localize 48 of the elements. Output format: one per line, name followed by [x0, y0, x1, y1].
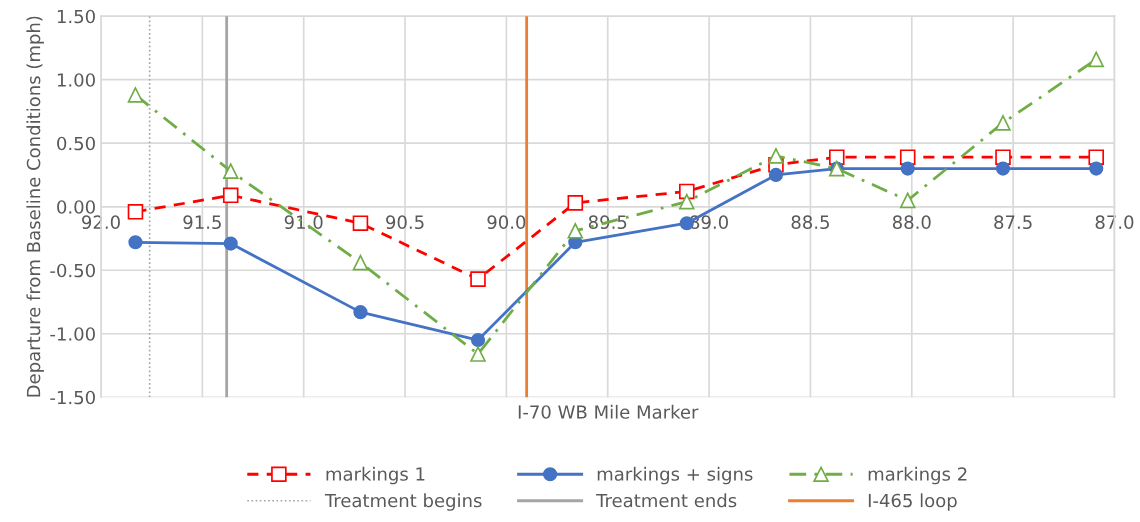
- point: [679, 193, 695, 210]
- point: [768, 167, 784, 183]
- x-tick-label: 91.0: [284, 215, 323, 230]
- x-tick-label: 90.5: [386, 215, 424, 230]
- legend-label: markings + signs: [597, 466, 753, 485]
- legend-label: Treatment ends: [596, 493, 737, 508]
- y-tick-label: 1.50: [57, 9, 95, 24]
- x-tick-label: 88.5: [791, 215, 829, 230]
- y-tick-label: 0.50: [57, 136, 95, 151]
- x-tick-label: 92.0: [82, 215, 120, 230]
- legend-label: Treatment begins: [324, 493, 482, 511]
- y-tick-label: -1.00: [50, 327, 95, 341]
- point: [995, 115, 1011, 131]
- point: [1088, 51, 1105, 68]
- point: [353, 305, 368, 320]
- y-tick-label: -0.50: [50, 263, 95, 278]
- point: [470, 271, 486, 287]
- point: [223, 236, 238, 251]
- point: [128, 235, 143, 250]
- point: [352, 254, 369, 271]
- point: [222, 187, 239, 204]
- point: [679, 183, 695, 200]
- point: [470, 346, 486, 362]
- point: [222, 163, 239, 179]
- point: [900, 161, 915, 176]
- point: [127, 87, 144, 103]
- y-tick-label: -1.50: [50, 390, 95, 405]
- point: [470, 332, 486, 348]
- legend-label: I-465 loop: [868, 493, 957, 511]
- x-tick-label: 91.5: [183, 215, 221, 230]
- legend-label: markings 1: [326, 466, 425, 485]
- x-tick-label: 87.5: [994, 215, 1032, 230]
- point: [1089, 161, 1104, 176]
- y-tick-label: 1.00: [57, 73, 95, 87]
- legend-label: markings 2: [868, 466, 967, 485]
- point: [567, 223, 584, 239]
- point: [995, 161, 1011, 176]
- x-tick-label: 88.0: [892, 215, 931, 230]
- x-axis-title: I-70 WB Mile Marker: [518, 404, 699, 419]
- point: [127, 204, 144, 220]
- point: [899, 192, 916, 209]
- point: [352, 215, 369, 232]
- point: [995, 149, 1011, 165]
- point: [768, 148, 784, 164]
- y-tick-label: 0.00: [57, 200, 95, 214]
- point: [567, 195, 584, 211]
- x-tick-label: 87.0: [1095, 215, 1134, 230]
- y-axis-title: Departure from Baseline Conditions (mph): [26, 16, 44, 397]
